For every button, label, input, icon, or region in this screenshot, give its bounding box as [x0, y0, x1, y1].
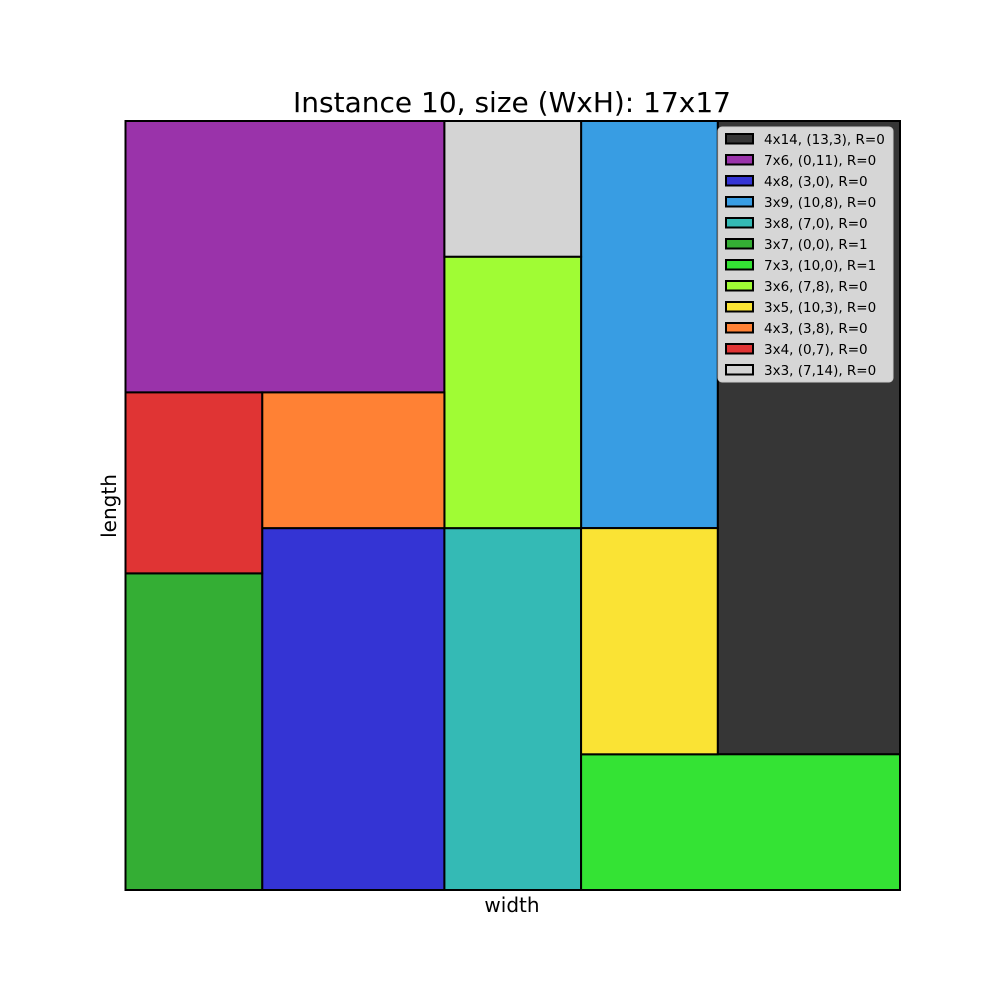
legend-label-5: 3x8, (7,0), R=0	[764, 216, 868, 232]
packed-rect-10	[261, 391, 446, 530]
legend-label-7: 7x3, (10,0), R=1	[764, 258, 876, 274]
chart-title: Instance 10, size (WxH): 17x17	[293, 86, 731, 119]
plot-frame	[124, 120, 901, 891]
packed-rect-8	[443, 255, 583, 530]
legend-label-6: 3x7, (0,0), R=1	[764, 237, 868, 253]
packed-rect-11	[124, 391, 264, 575]
x-axis-label: width	[484, 893, 539, 917]
legend-label-4: 3x9, (10,8), R=0	[764, 195, 876, 211]
legend-label-12: 3x3, (7,14), R=0	[764, 363, 876, 379]
packed-rect-9	[580, 527, 719, 756]
legend-swatch-8	[725, 280, 754, 292]
legend-label-3: 4x8, (3,0), R=0	[764, 174, 868, 190]
packed-rect-12	[443, 120, 583, 258]
packed-rect-3	[261, 527, 446, 892]
legend-swatch-5	[725, 217, 754, 229]
packed-rect-4	[580, 120, 719, 530]
packed-rect-7	[580, 753, 902, 892]
legend: 4x14, (13,3), R=0 7x6, (0,11), R=0 4x8, (3…	[717, 126, 894, 383]
legend-label-9: 3x5, (10,3), R=0	[764, 300, 876, 316]
legend-swatch-2	[725, 154, 754, 166]
legend-swatch-1	[725, 133, 754, 145]
legend-swatch-9	[725, 301, 754, 313]
packed-rect-6	[124, 572, 264, 892]
legend-label-1: 4x14, (13,3), R=0	[764, 132, 885, 148]
legend-label-11: 3x4, (0,7), R=0	[764, 342, 868, 358]
packed-rect-5	[443, 527, 583, 892]
legend-swatch-11	[725, 343, 754, 355]
legend-swatch-10	[725, 322, 754, 334]
y-axis-label: length	[97, 474, 121, 538]
legend-box	[717, 126, 894, 383]
legend-label-2: 7x6, (0,11), R=0	[764, 153, 876, 169]
legend-label-8: 3x6, (7,8), R=0	[764, 279, 868, 295]
legend-swatch-3	[725, 175, 754, 187]
rectangles-group	[124, 120, 902, 892]
legend-swatch-6	[725, 238, 754, 250]
legend-swatch-4	[725, 196, 754, 208]
legend-swatch-7	[725, 259, 754, 271]
packed-rect-2	[124, 120, 446, 394]
legend-swatch-12	[725, 364, 754, 376]
legend-label-10: 4x3, (3,8), R=0	[764, 321, 868, 337]
